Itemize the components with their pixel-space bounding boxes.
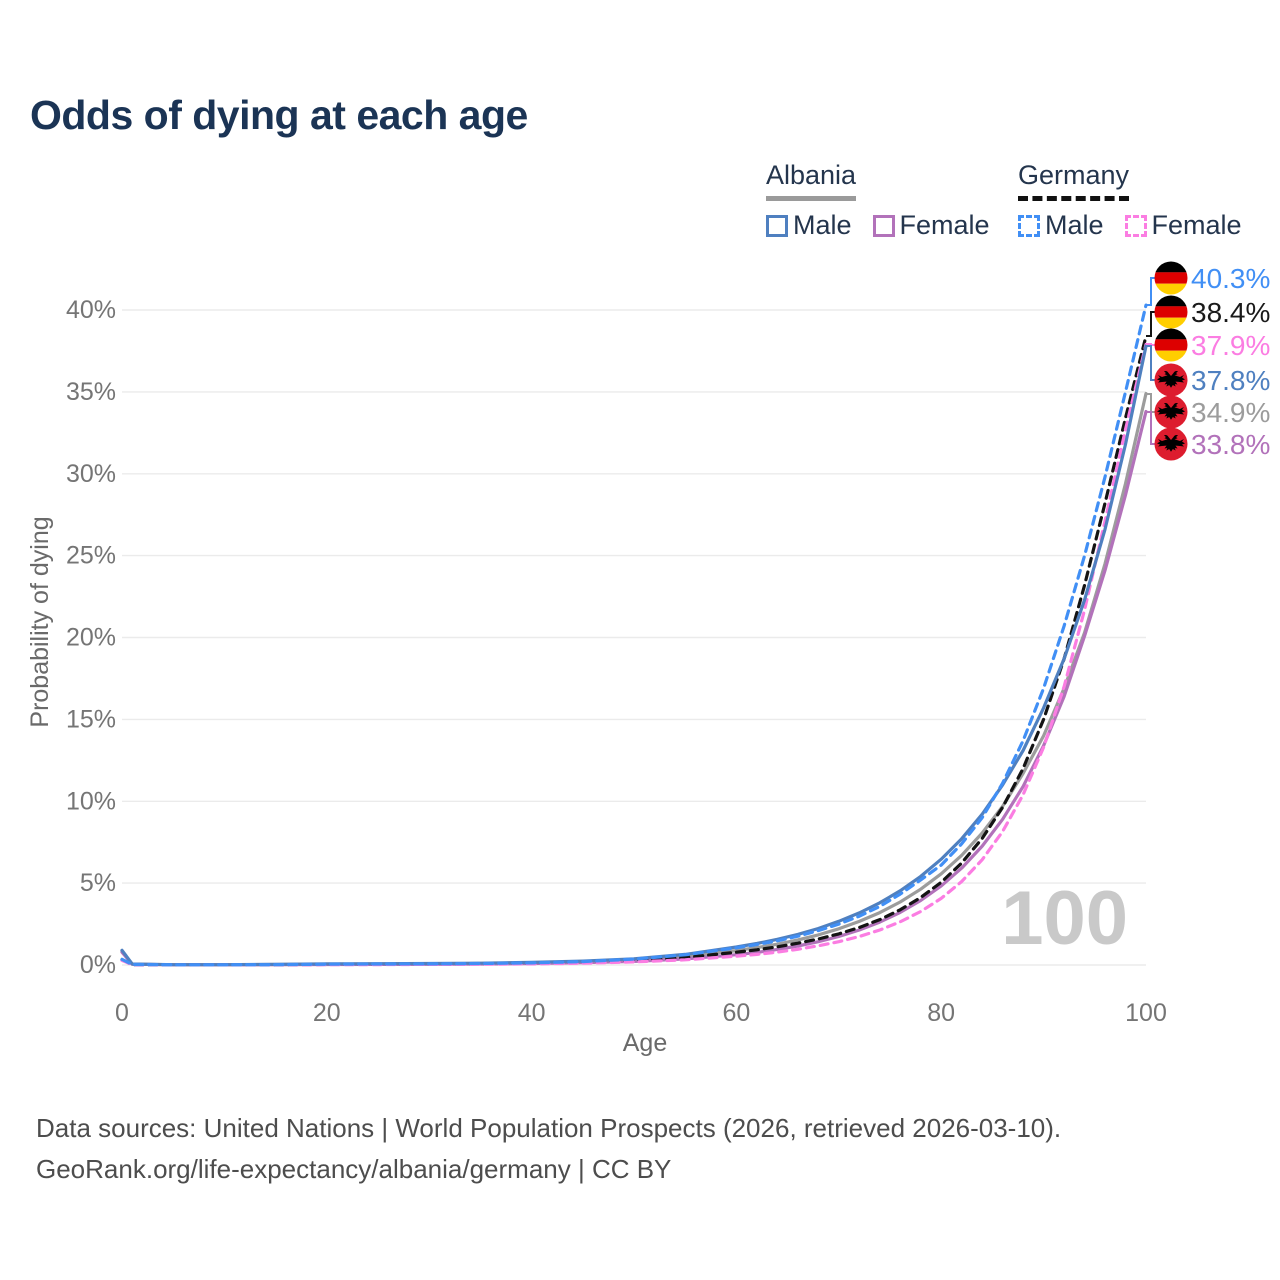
x-tick: 20 [313, 999, 341, 1027]
data-sources: Data sources: United Nations | World Pop… [36, 1108, 1061, 1190]
legend-swatch-albania-female[interactable] [872, 214, 895, 237]
end-labels: 40.3% 38.4% 37.9% 37.8% 34.9% 33.8% [1154, 261, 1270, 461]
age-watermark: 100 [1001, 876, 1128, 961]
x-tick: 60 [722, 999, 750, 1027]
x-axis-ticks: 0 20 40 60 80 100 [115, 999, 1167, 1027]
line-albania-female[interactable] [120, 409, 1148, 967]
connector-albania-male [1146, 345, 1156, 381]
x-tick: 100 [1125, 999, 1167, 1027]
germany-flag-icon [1154, 328, 1188, 362]
y-axis-ticks: 0% 5% 10% 15% 20% 25% 30% 35% 40% [66, 296, 116, 979]
end-label-albania-both: 34.9% [1154, 395, 1270, 429]
page-title: Odds of dying at each age [30, 92, 528, 138]
end-label-albania-female: 33.8% [1154, 427, 1270, 461]
connector-germany-male [1146, 277, 1156, 306]
connector-germany-female [1146, 343, 1156, 346]
legend-swatch-albania-male[interactable] [766, 214, 788, 237]
albania-flag-icon [1154, 363, 1188, 397]
connector-germany-both [1146, 311, 1156, 337]
line-germany-male[interactable] [120, 303, 1148, 967]
end-label-germany-both: 38.4% [1154, 295, 1270, 329]
albania-flag-icon [1154, 427, 1188, 461]
data-sources-line1: Data sources: United Nations | World Pop… [36, 1113, 1062, 1143]
x-tick: 0 [115, 999, 129, 1027]
end-label-value: 37.8% [1191, 365, 1270, 396]
legend-swatch-germany-female[interactable] [1124, 214, 1147, 237]
legend-swatch-germany-male[interactable] [1018, 214, 1040, 237]
x-tick: 80 [927, 999, 955, 1027]
y-tick: 30% [66, 460, 116, 488]
end-label-value: 33.8% [1191, 429, 1270, 460]
legend-label-germany-female[interactable]: Female [1151, 210, 1242, 240]
y-tick: 15% [66, 705, 116, 733]
data-sources-line2: GeoRank.org/life-expectancy/albania/germ… [36, 1154, 672, 1184]
connector-albania-female [1146, 411, 1156, 445]
legend-label-albania-male[interactable]: Male [793, 210, 852, 240]
legend-group-albania: Albania Male Female [766, 160, 990, 241]
gridlines [122, 309, 1146, 966]
y-tick: 25% [66, 542, 116, 570]
end-label-value: 40.3% [1191, 263, 1270, 294]
y-tick: 0% [80, 951, 116, 979]
legend-label-albania-female[interactable]: Female [899, 210, 990, 240]
y-tick: 10% [66, 787, 116, 815]
germany-flag-icon [1154, 295, 1188, 329]
series-lines [120, 303, 1148, 967]
end-label-value: 37.9% [1191, 330, 1270, 361]
line-germany-both[interactable] [120, 334, 1148, 967]
legend-header-albania[interactable]: Albania [766, 160, 857, 201]
connector-albania-both [1146, 393, 1156, 413]
line-germany-female[interactable] [120, 342, 1148, 967]
y-tick: 5% [80, 869, 116, 897]
line-albania-both[interactable] [120, 391, 1148, 967]
x-tick: 40 [518, 999, 546, 1027]
x-axis-title: Age [623, 1029, 667, 1057]
y-tick: 20% [66, 624, 116, 652]
legend-label-germany-male[interactable]: Male [1045, 210, 1104, 240]
end-label-germany-male: 40.3% [1154, 261, 1270, 295]
germany-flag-icon [1154, 261, 1188, 295]
albania-flag-icon [1154, 395, 1188, 429]
end-label-value: 38.4% [1191, 297, 1270, 328]
legend-group-germany: Germany Male Female [1018, 160, 1242, 241]
legend-header-germany[interactable]: Germany [1018, 160, 1130, 201]
y-tick: 35% [66, 378, 116, 406]
line-albania-male[interactable] [120, 344, 1148, 967]
end-label-albania-male: 37.8% [1154, 363, 1270, 397]
y-tick: 40% [66, 296, 116, 324]
end-label-germany-female: 37.9% [1154, 328, 1270, 362]
end-label-connectors [1146, 277, 1156, 445]
y-axis-title: Probability of dying [26, 516, 54, 727]
end-label-value: 34.9% [1191, 397, 1270, 428]
